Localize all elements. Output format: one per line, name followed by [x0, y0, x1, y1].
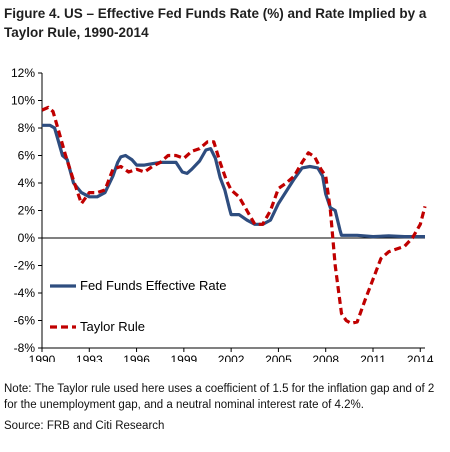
series-line-1	[41, 105, 427, 325]
legend-label-0: Fed Funds Effective Rate	[80, 278, 226, 293]
x-tick-label: 2008	[312, 353, 339, 362]
series-line-0	[42, 123, 425, 239]
y-tick-label: 0%	[18, 231, 36, 245]
series-lines	[41, 105, 427, 325]
chart-note: Note: The Taylor rule used here uses a c…	[4, 383, 435, 411]
y-axis: -8% -6% -4% -2% 0% 2% 4% 6% 8% 10% 12%	[11, 66, 43, 355]
chart-title: Figure 4. US – Effective Fed Funds Rate …	[4, 6, 427, 40]
legend: Fed Funds Effective Rate Taylor Rule	[50, 278, 226, 334]
x-tick-label: 2011	[360, 353, 386, 362]
x-tick-label: 1993	[76, 353, 103, 362]
y-tick-label: -6%	[14, 314, 36, 328]
x-tick-label: 2005	[265, 353, 292, 362]
x-tick-label: 1996	[123, 353, 150, 362]
x-tick-label: 1990	[29, 353, 56, 362]
y-tick-label: 8%	[18, 121, 36, 135]
legend-label-1: Taylor Rule	[80, 319, 145, 334]
y-tick-label: 4%	[18, 176, 36, 190]
x-tick-label: 2014	[407, 353, 434, 362]
y-tick-label: -8%	[14, 341, 36, 355]
x-tick-label: 1999	[171, 353, 198, 362]
y-tick-label: -4%	[14, 286, 36, 300]
y-tick-label: 10%	[11, 94, 35, 108]
y-tick-label: -2%	[14, 259, 36, 273]
y-tick-label: 2%	[18, 204, 36, 218]
y-tick-label: 12%	[11, 66, 35, 80]
chart-source: Source: FRB and Citi Research	[4, 420, 165, 432]
y-tick-label: 6%	[18, 149, 36, 163]
x-axis: 1990 1993 1996 1999 2002 2005 2008 2011 2014	[29, 237, 434, 362]
line-chart: -8%-6%-4%-2%0%2%4%6%8%10%12% 1990 1993 199…	[11, 66, 434, 362]
x-tick-label: 2002	[218, 353, 245, 362]
